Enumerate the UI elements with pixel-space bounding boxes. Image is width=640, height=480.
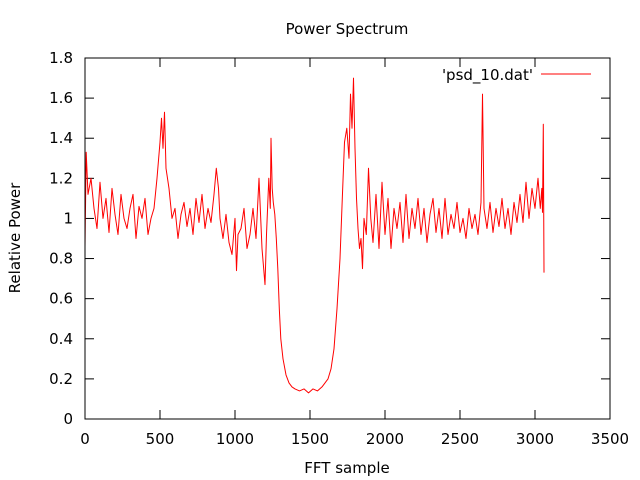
y-tick-label: 0.6: [49, 290, 73, 308]
y-tick-label: 1.6: [49, 89, 73, 107]
y-axis-ticks: 0 0.2 0.4 0.6 0.8 1 1.2 1.4 1.6 1.8: [49, 49, 610, 428]
y-tick-label: 0.4: [49, 330, 73, 348]
y-tick-label: 0.2: [49, 370, 73, 388]
y-axis-label: Relative Power: [6, 182, 24, 293]
x-tick-label: 2000: [366, 430, 404, 448]
legend: 'psd_10.dat': [442, 66, 591, 85]
x-tick-label: 500: [146, 430, 175, 448]
x-axis-label: FFT sample: [304, 459, 389, 477]
y-tick-label: 1.2: [49, 169, 73, 187]
y-tick-label: 1: [63, 209, 73, 227]
legend-label: 'psd_10.dat': [442, 66, 533, 85]
y-tick-label: 0: [63, 410, 73, 428]
y-tick-label: 0.8: [49, 250, 73, 268]
series-group: [84, 77, 545, 394]
chart-title: Power Spectrum: [286, 20, 409, 38]
y-tick-label: 1.8: [49, 49, 73, 67]
x-axis-ticks: 0 500 1000 1500 2000 2500 3000 3500: [80, 58, 629, 448]
x-tick-label: 2500: [441, 430, 479, 448]
x-tick-label: 3000: [516, 430, 554, 448]
plot-frame: [84, 57, 611, 420]
x-tick-label: 0: [80, 430, 90, 448]
x-tick-label: 1000: [216, 430, 254, 448]
series-line: [84, 77, 545, 394]
y-tick-label: 1.4: [49, 129, 73, 147]
x-tick-label: 1500: [291, 430, 329, 448]
x-tick-label: 3500: [591, 430, 629, 448]
